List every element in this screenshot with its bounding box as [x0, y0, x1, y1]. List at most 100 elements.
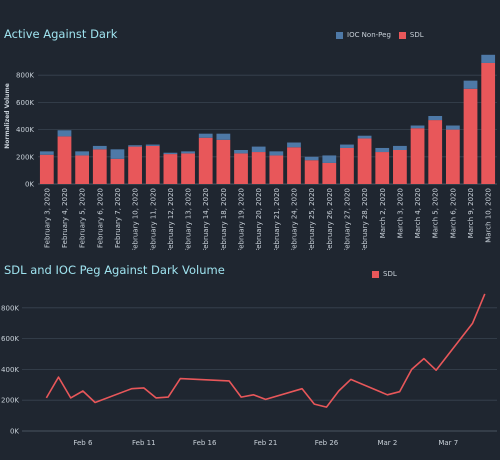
bar-sdl [410, 128, 425, 184]
x-tick-label: February 7, 2020 [114, 188, 122, 248]
bar-ioc-non-peg [445, 125, 460, 130]
bar-sdl [145, 145, 160, 184]
x-tick-label: Feb 6 [73, 439, 93, 447]
x-tick-label: Mar 2 [377, 439, 397, 447]
x-tick-label: March 5, 2020 [432, 188, 440, 238]
bar-sdl [445, 129, 460, 184]
x-tick-label: February 18, 2020 [220, 188, 228, 250]
chart-title: Active Against Dark [4, 27, 118, 41]
x-tick-label: March 10, 2020 [485, 188, 493, 243]
bar-ioc-non-peg [357, 135, 372, 139]
y-tick-label: 600K [1, 335, 19, 343]
data-point [337, 390, 339, 392]
x-tick-label: February 26, 2020 [326, 188, 334, 250]
bar-ioc-non-peg [393, 145, 407, 150]
bar-ioc-non-peg [428, 116, 443, 121]
y-tick-label: 600K [16, 99, 34, 107]
bar-sdl [375, 152, 390, 184]
x-tick-label: February 12, 2020 [167, 188, 175, 250]
x-tick-label: Feb 26 [315, 439, 339, 447]
x-tick-label: February 5, 2020 [79, 188, 87, 248]
x-tick-label: March 2, 2020 [379, 188, 387, 238]
legend-label: SDL [409, 31, 424, 39]
bar-sdl [128, 146, 142, 184]
bar-sdl [110, 158, 125, 184]
bar-ioc-non-peg [269, 151, 284, 156]
bar-ioc-non-peg [181, 151, 195, 154]
x-tick-label: February 19, 2020 [238, 188, 246, 250]
data-point [423, 357, 425, 359]
bar-sdl [163, 154, 178, 184]
bar-ioc-non-peg [251, 146, 266, 153]
bar-ioc-non-peg [92, 145, 107, 150]
bar-sdl [234, 153, 248, 184]
legend-item-sdl[interactable]: SDL [372, 270, 397, 278]
data-point [471, 322, 473, 324]
bar-ioc-non-peg [463, 80, 478, 89]
y-tick-label: 0K [25, 181, 34, 189]
bar-sdl [57, 136, 72, 184]
legend-swatch-sdl [372, 270, 379, 278]
bar-sdl [181, 153, 195, 184]
bar-ioc-non-peg [110, 149, 125, 159]
y-tick-label: 200K [1, 397, 19, 405]
data-point [301, 387, 303, 389]
x-tick-label: February 20, 2020 [255, 188, 263, 250]
x-tick-label: March 3, 2020 [396, 188, 404, 238]
series-line-sdl [45, 293, 486, 408]
data-point [94, 401, 96, 403]
bar-sdl [287, 147, 301, 184]
bar-sdl [393, 150, 407, 184]
data-point [155, 397, 157, 399]
bar-ioc-non-peg [375, 147, 390, 153]
bar-ioc-non-peg [216, 133, 231, 140]
bar-sdl [463, 88, 478, 184]
bar-ioc-non-peg [304, 156, 319, 161]
legend-item-ioc-non-peg[interactable]: IOC Non-Peg [336, 31, 391, 39]
bar-sdl [198, 137, 213, 184]
x-tick-label: February 10, 2020 [132, 188, 140, 250]
x-tick-label: February 11, 2020 [149, 188, 157, 250]
data-point [45, 397, 47, 399]
y-tick-label: 400K [1, 366, 19, 374]
bar-ioc-non-peg [198, 133, 213, 138]
data-point [130, 387, 132, 389]
x-tick-label: February 27, 2020 [343, 188, 351, 250]
y-tick-label: 800K [16, 72, 34, 80]
x-tick-label: February 3, 2020 [43, 188, 51, 248]
data-point [167, 396, 169, 398]
data-point [70, 397, 72, 399]
x-tick-label: March 9, 2020 [467, 188, 475, 238]
bar-ioc-non-peg [234, 150, 248, 154]
data-point [228, 380, 230, 382]
x-tick-label: February 4, 2020 [61, 188, 69, 248]
data-point [325, 406, 327, 408]
x-tick-label: February 13, 2020 [185, 188, 193, 250]
data-point [411, 368, 413, 370]
data-point [435, 369, 437, 371]
bar-ioc-non-peg [75, 151, 90, 156]
y-tick-label: 0K [10, 428, 19, 436]
bar-sdl [269, 155, 284, 184]
legend-swatch-sdl [398, 31, 406, 39]
legend-item-sdl[interactable]: SDL [398, 31, 424, 39]
data-point [252, 394, 254, 396]
data-point [57, 376, 59, 378]
bar-sdl [92, 149, 107, 184]
bar-ioc-non-peg [145, 144, 160, 146]
bar-ioc-non-peg [481, 54, 496, 63]
bar-sdl [39, 154, 54, 184]
bar-ioc-non-peg [410, 125, 425, 129]
chart-legend: SDL [372, 270, 405, 278]
y-tick-label: 400K [16, 126, 34, 134]
data-point [484, 293, 486, 295]
x-tick-label: February 14, 2020 [202, 188, 210, 250]
chart-legend: IOC Non-Peg SDL [336, 31, 432, 39]
data-point [313, 403, 315, 405]
data-point [143, 387, 145, 389]
line-chart: 0K 200K 400K 600K 800K Feb 6 Feb 11 Feb 16 Feb 2… [1, 293, 497, 447]
bar-sdl [340, 147, 354, 184]
data-point [350, 378, 352, 380]
active-vs-dark-panel: Active Against Dark IOC Non-Peg SDL 0K 20… [4, 27, 497, 250]
sdl-ioc-peg-panel: SDL and IOC Peg Against Dark Volume SDL … [0, 255, 500, 460]
